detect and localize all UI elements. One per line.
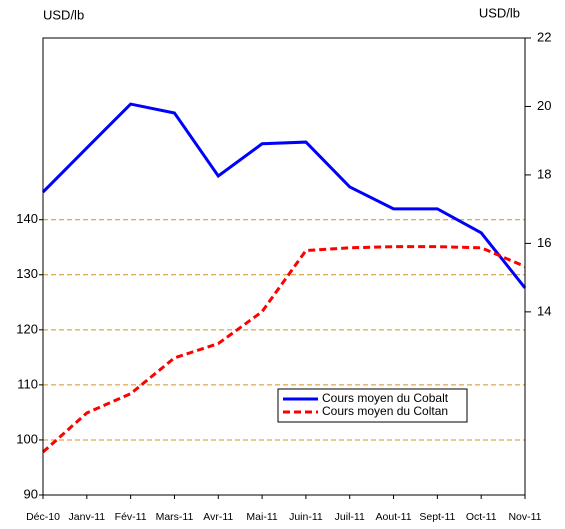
x-tick-label: Juil-11 [335, 511, 365, 523]
x-tick-label: Fév-11 [115, 511, 147, 523]
x-tick-label: Déc-10 [26, 511, 60, 523]
legend [277, 388, 468, 423]
y-tick-label: 130 [16, 266, 38, 281]
y-axis-label: USD/lb [43, 7, 84, 22]
x-tick-label: Mai-11 [246, 511, 277, 523]
y-tick-label: 90 [24, 486, 38, 501]
y2-tick-label: 16 [537, 235, 551, 250]
x-tick-label: Juin-11 [289, 511, 323, 523]
x-tick-label: Avr-11 [203, 511, 233, 523]
x-tick-label: Janv-11 [69, 511, 106, 523]
y2-tick-label: 22 [537, 29, 551, 44]
x-tick-label: Aout-11 [376, 511, 412, 523]
y2-axis-label: USD/lb [479, 5, 520, 20]
y-tick-label: 100 [16, 431, 38, 446]
x-tick-label: Sept-11 [419, 511, 455, 523]
y2-tick-label: 20 [537, 98, 551, 113]
x-tick-label: Mars-11 [156, 511, 194, 523]
plot-frame [42, 37, 526, 496]
y-tick-label: 120 [16, 321, 38, 336]
legend-label: Cours moyen du Cobalt [322, 391, 449, 405]
series-line [42, 245, 526, 454]
y2-tick-label: 14 [537, 303, 551, 318]
legend-label: Cours moyen du Coltan [322, 404, 448, 418]
y-tick-label: 110 [17, 376, 38, 391]
y2-tick-label: 18 [537, 166, 551, 181]
series-line [41, 102, 527, 289]
x-tick-label: Oct-11 [466, 511, 497, 523]
x-tick-label: Nov-11 [508, 511, 541, 523]
y-tick-label: 140 [16, 211, 38, 226]
